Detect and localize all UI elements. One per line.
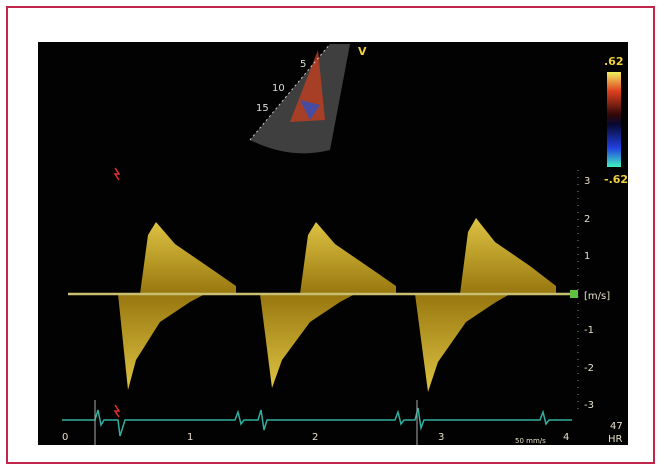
velocity-label: 3 <box>584 176 590 187</box>
screenshot: V 5 10 15 .62 -.62 3 2 1 [m/s] -1 -2 -3 … <box>0 0 661 470</box>
color-bar <box>607 72 621 167</box>
heart-rate-value: 47 <box>610 421 623 432</box>
color-scale-bottom: -.62 <box>604 173 628 186</box>
velocity-label: -1 <box>584 325 594 336</box>
depth-label: 10 <box>272 83 285 94</box>
velocity-label: -3 <box>584 400 594 411</box>
page: {"sector": {"label": "V", "depths": ["5"… <box>0 0 661 470</box>
velocity-label: 1 <box>584 251 590 262</box>
time-label: 0 <box>62 432 68 443</box>
sector-label: V <box>358 45 367 58</box>
time-label: 4 <box>563 432 569 443</box>
baseline-marker <box>570 290 578 298</box>
time-label: 1 <box>187 432 193 443</box>
time-label: 3 <box>438 432 444 443</box>
velocity-label: 2 <box>584 214 590 225</box>
depth-label: 5 <box>300 59 306 70</box>
velocity-unit: [m/s] <box>584 291 610 302</box>
depth-label: 15 <box>256 103 269 114</box>
sweep-speed: 50 mm/s <box>515 437 546 445</box>
time-label: 2 <box>312 432 318 443</box>
color-scale-top: .62 <box>604 55 624 68</box>
heart-rate-label: HR <box>608 434 623 445</box>
velocity-label: -2 <box>584 363 594 374</box>
